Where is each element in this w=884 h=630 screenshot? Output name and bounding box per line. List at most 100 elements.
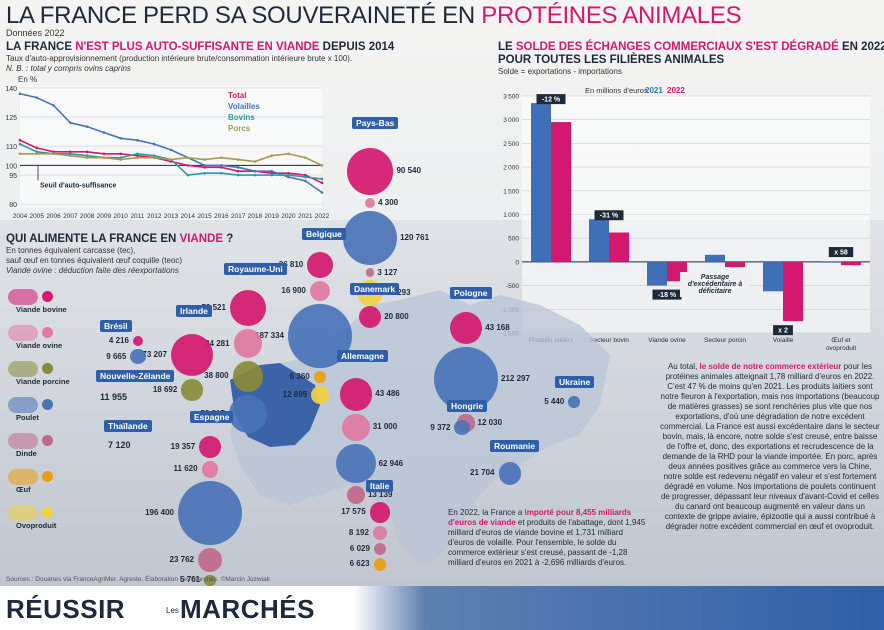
bar-x-tick: ovoproduit — [826, 345, 857, 352]
line-y-tick: 100 — [5, 163, 17, 170]
bar-5-0 — [821, 261, 841, 263]
legend-food-icon — [8, 361, 38, 377]
legend-item: Œuf — [8, 465, 78, 499]
legend-label: Poulet — [16, 413, 39, 422]
legend-label: Ovoproduit — [16, 521, 57, 530]
right-title-part2: EN 2022 — [838, 41, 884, 53]
line-point — [303, 173, 307, 177]
bar-annotation: -31 % — [600, 213, 619, 220]
bubble — [170, 334, 214, 377]
line-point — [186, 156, 190, 159]
line-point — [152, 154, 156, 158]
line-point — [253, 169, 257, 173]
country-label-pays_bas: Pays-Bas — [352, 117, 399, 129]
legend-dot — [42, 399, 53, 410]
footer-band — [0, 586, 884, 630]
country-label-roumanie: Roumanie — [490, 440, 540, 452]
line-x-tick: 2004 — [13, 213, 28, 220]
page-title: LA FRANCE PERD SA SOUVERAINETÉ EN PROTÉI… — [6, 2, 742, 30]
line-x-tick: 2006 — [46, 213, 61, 220]
line-point — [270, 171, 273, 175]
left-section-title: LA FRANCE N'EST PLUS AUTO-SUFFISANTE EN … — [6, 41, 394, 53]
legend-food-icon — [8, 469, 38, 485]
line-point — [320, 164, 324, 167]
country-label-royaume_uni: Royaume-Uni — [224, 263, 287, 275]
line-point — [152, 142, 156, 146]
legend-dot — [42, 291, 53, 302]
line-x-tick: 2010 — [113, 213, 128, 220]
map-desc-1: En tonnes équivalent carcasse (tec), — [6, 246, 136, 255]
map-desc-2: sauf œuf en tonnes équivalent œuf coquil… — [6, 256, 183, 265]
line-point — [320, 177, 324, 181]
legend-food-icon — [8, 505, 38, 521]
brand-reussir: RÉUSSIR — [6, 594, 126, 624]
line-legend-3: Porcs — [228, 124, 251, 133]
deficit-annotation: Passage d'excédentaire à déficitaire — [680, 272, 750, 297]
bubble-value: 8 192 — [348, 527, 369, 537]
bar-3-0 — [705, 254, 725, 262]
bubble — [346, 148, 394, 195]
bubble — [199, 436, 221, 458]
legend-dot — [42, 327, 53, 338]
legend-food-icon — [8, 289, 38, 305]
line-point — [69, 121, 72, 125]
imports-text: En 2022, la France a importé pour 8,455 … — [448, 508, 648, 568]
bubble-value: 4 216 — [108, 336, 129, 346]
line-point — [270, 154, 273, 158]
bar-x-tick: Œuf et — [831, 337, 850, 344]
bar-3-1 — [725, 261, 745, 268]
country-label-espagne: Espagne — [190, 411, 234, 423]
line-plot-area — [20, 86, 322, 208]
line-point — [119, 136, 122, 140]
bubble-value: 6 623 — [349, 559, 370, 569]
legend-item: Ovoproduit — [8, 501, 78, 535]
bar-1-0 — [589, 219, 609, 262]
left-section-note: N. B. : total y compris ovins caprins — [6, 64, 131, 73]
legend-label: Dinde — [16, 449, 37, 458]
brand-marches: MARCHÉS — [180, 594, 315, 624]
bubble — [132, 336, 144, 347]
bubble — [365, 268, 375, 278]
bubble — [364, 197, 376, 209]
line-point — [85, 150, 89, 154]
line-x-tick: 2022 — [315, 213, 330, 220]
line-point — [52, 150, 55, 154]
line-point — [303, 175, 307, 179]
bar-annotation-box — [594, 210, 624, 221]
bar-annotation: x 2 — [778, 328, 788, 335]
bar-2-0 — [647, 261, 667, 286]
line-legend-2: Bovins — [228, 113, 255, 122]
bubble-value: 212 297 — [501, 374, 530, 384]
line-point — [119, 158, 122, 161]
line-x-tick: 2018 — [248, 213, 263, 220]
bubble-value: 5 440 — [544, 396, 565, 406]
bar-annotation-box — [536, 94, 566, 105]
bubble — [342, 413, 370, 441]
bubble — [373, 557, 387, 571]
line-point — [236, 173, 240, 177]
line-point — [203, 164, 206, 167]
line-point — [85, 154, 89, 158]
right-section-desc: Solde = exportations - importations — [498, 67, 622, 76]
line-point — [119, 152, 122, 156]
line-point — [303, 156, 307, 159]
bar-legend-1: 2022 — [667, 86, 685, 95]
trade-text-p2: pour les protéines animales atteignait 1… — [660, 362, 880, 531]
line-point — [186, 173, 190, 177]
left-title-part1: LA FRANCE — [6, 41, 76, 53]
line-point — [18, 152, 22, 156]
line-x-tick: 2020 — [281, 213, 296, 220]
line-point — [102, 131, 106, 134]
bubble-value: 9 665 — [106, 351, 127, 361]
bubble — [232, 360, 264, 392]
line-legend-1: Volailles — [228, 102, 260, 111]
bar-annotation-box — [652, 289, 682, 300]
line-x-tick: 2012 — [147, 213, 162, 220]
right-section-title-line2: POUR TOUTES LES FILIÈRES ANIMALES — [498, 54, 725, 66]
bubble — [181, 379, 203, 401]
line-point — [119, 156, 122, 159]
map-title-part1: QUI ALIMENTE LA FRANCE EN — [6, 233, 180, 245]
legend-dot — [42, 435, 53, 446]
line-y-tick: 110 — [6, 144, 17, 151]
